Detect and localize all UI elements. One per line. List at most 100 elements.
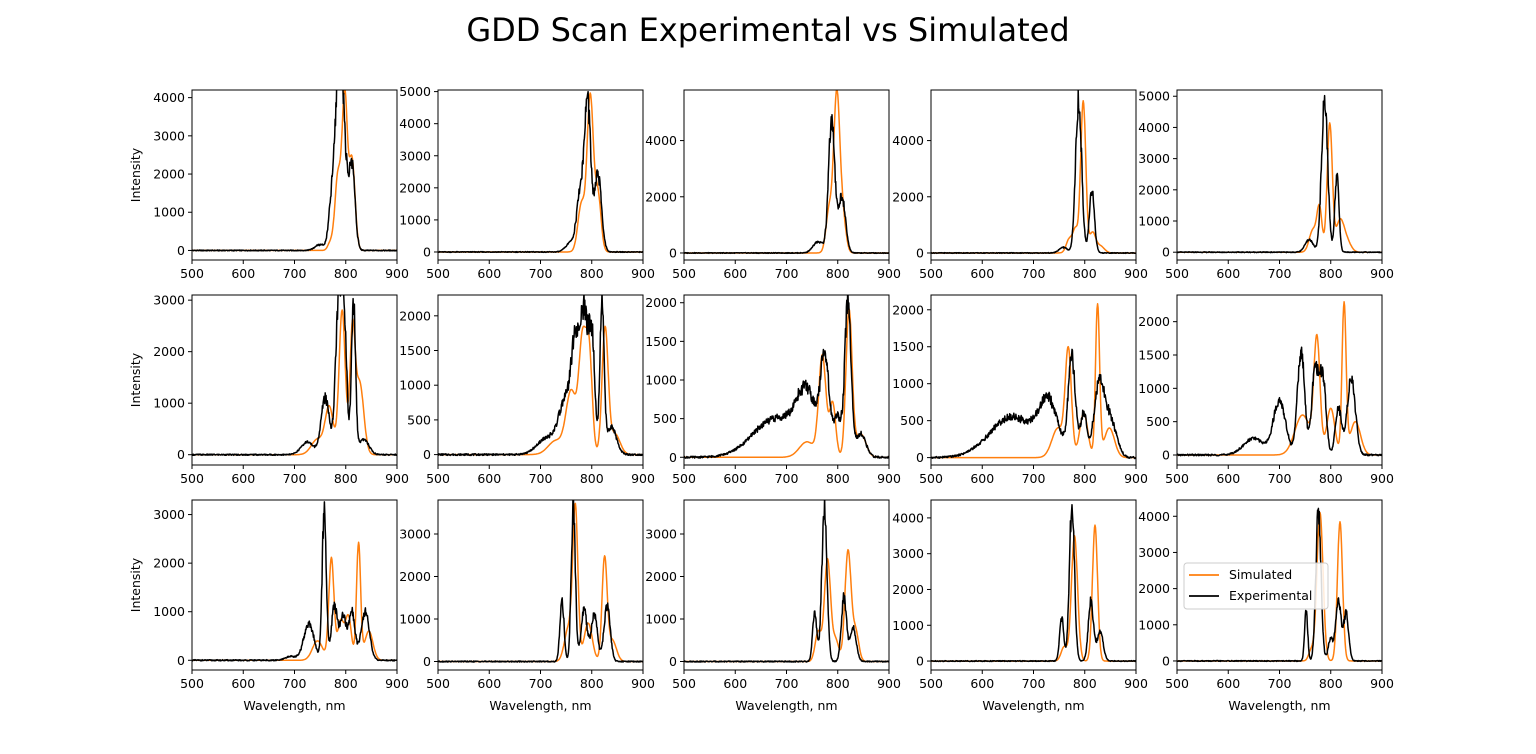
axes-frame-panel-3 (683, 89, 890, 261)
x-tick-label: 500 (919, 266, 943, 281)
y-tick-label: 1000 (153, 205, 185, 220)
y-tick-label: 2000 (645, 189, 677, 204)
x-axis-label: Wavelength, nm (982, 698, 1084, 713)
y-tick-label: 1000 (1138, 381, 1170, 396)
x-tick-label: 500 (1165, 266, 1189, 281)
y-tick-label: 2000 (399, 569, 431, 584)
y-tick-label: 1000 (645, 373, 677, 388)
panel-2: 500 600 700 800 900 0 1000 2000 3000 4000 5000 (399, 84, 655, 281)
x-tick-label: 900 (1370, 266, 1394, 281)
x-tick-label: 600 (970, 471, 994, 486)
y-tick-label: 2000 (153, 167, 185, 182)
legend-label-simulated: Simulated (1229, 567, 1292, 582)
panels-grid: 500 600 700 800 900 0 1000 2000 3000 4000 Intensit… (128, 84, 1394, 713)
y-axis-label: Intensity (128, 557, 143, 612)
x-tick-label: 500 (672, 471, 696, 486)
x-tick-label: 500 (426, 266, 450, 281)
experimental-series-panel-9 (931, 348, 1136, 460)
y-tick-label: 3000 (399, 148, 431, 163)
x-tick-label: 500 (180, 471, 204, 486)
axes-frame-panel-7 (437, 294, 644, 466)
y-tick-label: 500 (653, 411, 677, 426)
y-tick-label: 1000 (153, 396, 185, 411)
axes-frame-panel-14 (930, 499, 1137, 671)
panel-14: 500 600 700 800 900 0 1000 2000 3000 4000 Waveleng… (892, 499, 1148, 713)
x-tick-label: 800 (826, 266, 850, 281)
x-tick-label: 600 (231, 676, 255, 691)
x-axis-label: Wavelength, nm (243, 698, 345, 713)
x-tick-label: 500 (180, 676, 204, 691)
panel-12: 500 600 700 800 900 0 1000 2000 3000 Wavelength, … (399, 499, 655, 713)
y-tick-label: 4000 (399, 116, 431, 131)
y-tick-label: 500 (900, 413, 924, 428)
experimental-series-panel-4 (931, 90, 1136, 255)
x-tick-label: 500 (672, 266, 696, 281)
x-tick-label: 500 (1165, 471, 1189, 486)
panel-1: 500 600 700 800 900 0 1000 2000 3000 4000 Intensit… (128, 89, 409, 281)
y-tick-label: 0 (916, 654, 924, 669)
x-tick-label: 900 (1370, 676, 1394, 691)
simulated-series-panel-14 (931, 524, 1136, 662)
panel-4: 500 600 700 800 900 0 2000 4000 (892, 89, 1148, 281)
x-tick-label: 600 (477, 266, 501, 281)
y-axis-label: Intensity (128, 352, 143, 407)
panel-8: 500 600 700 800 900 0 500 1000 1500 2000 (645, 294, 901, 486)
experimental-series-panel-3 (684, 113, 889, 255)
y-tick-label: 3000 (153, 507, 185, 522)
y-tick-label: 0 (669, 450, 677, 465)
panel-15: 500 600 700 800 900 0 1000 2000 3000 4000 Waveleng… (1138, 499, 1394, 713)
y-tick-label: 3000 (153, 128, 185, 143)
x-tick-label: 500 (919, 471, 943, 486)
y-tick-label: 1000 (153, 604, 185, 619)
x-tick-label: 600 (477, 471, 501, 486)
y-tick-label: 2000 (1138, 182, 1170, 197)
x-tick-label: 700 (529, 266, 553, 281)
legend-label-experimental: Experimental (1229, 588, 1312, 603)
y-tick-label: 2000 (399, 308, 431, 323)
experimental-series-panel-13 (684, 500, 889, 663)
y-tick-label: 2000 (153, 344, 185, 359)
experimental-series-panel-6 (192, 295, 397, 457)
x-tick-label: 800 (580, 471, 604, 486)
simulated-series-panel-4 (931, 100, 1136, 254)
axes-frame-panel-11 (191, 499, 398, 671)
x-tick-label: 600 (1216, 266, 1240, 281)
y-tick-label: 4000 (892, 510, 924, 525)
x-tick-label: 900 (1124, 266, 1148, 281)
y-tick-label: 4000 (645, 133, 677, 148)
y-tick-label: 1000 (399, 212, 431, 227)
x-tick-label: 500 (919, 676, 943, 691)
y-tick-label: 2000 (645, 295, 677, 310)
x-tick-label: 900 (385, 471, 409, 486)
simulated-series-panel-1 (192, 90, 397, 252)
x-tick-label: 700 (529, 471, 553, 486)
x-tick-label: 500 (426, 676, 450, 691)
axes-frame-panel-5 (1176, 89, 1383, 261)
x-tick-label: 600 (723, 471, 747, 486)
experimental-series-panel-5 (1177, 94, 1382, 254)
x-tick-label: 900 (631, 266, 655, 281)
y-tick-label: 3000 (1138, 151, 1170, 166)
y-tick-label: 0 (177, 243, 185, 258)
y-tick-label: 1000 (892, 376, 924, 391)
x-tick-label: 800 (826, 676, 850, 691)
x-tick-label: 800 (334, 676, 358, 691)
x-axis-label: Wavelength, nm (1228, 698, 1330, 713)
y-tick-label: 1500 (645, 334, 677, 349)
y-tick-label: 0 (1162, 448, 1170, 463)
experimental-series-panel-2 (438, 90, 643, 254)
x-tick-label: 600 (970, 266, 994, 281)
simulated-series-panel-12 (438, 502, 643, 663)
simulated-series-panel-11 (192, 541, 397, 662)
y-tick-label: 1000 (892, 618, 924, 633)
x-tick-label: 800 (1319, 471, 1343, 486)
x-tick-label: 700 (1268, 266, 1292, 281)
legend-frame (1183, 562, 1329, 610)
y-tick-label: 1000 (399, 378, 431, 393)
legend: Simulated Experimental (1183, 562, 1329, 610)
x-tick-label: 900 (631, 676, 655, 691)
x-tick-label: 500 (672, 676, 696, 691)
panel-7: 500 600 700 800 900 0 500 1000 1500 2000 (399, 294, 655, 486)
y-tick-label: 0 (423, 654, 431, 669)
